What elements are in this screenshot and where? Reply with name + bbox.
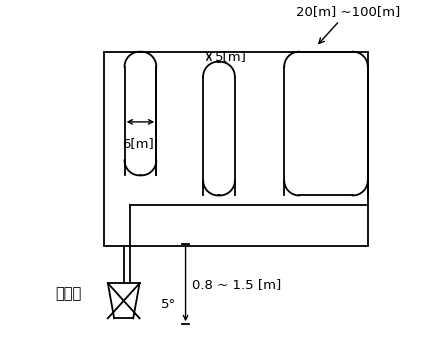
Bar [104, 52, 368, 246]
Text: 0.8 ~ 1.5 [m]: 0.8 ~ 1.5 [m] [192, 278, 282, 291]
Text: 검출부: 검출부 [55, 287, 81, 302]
Text: 5[m]: 5[m] [215, 50, 247, 63]
Text: 5°: 5° [160, 298, 176, 311]
Text: 20[m] ~100[m]: 20[m] ~100[m] [296, 5, 400, 43]
Text: 6[m]: 6[m] [122, 137, 154, 150]
